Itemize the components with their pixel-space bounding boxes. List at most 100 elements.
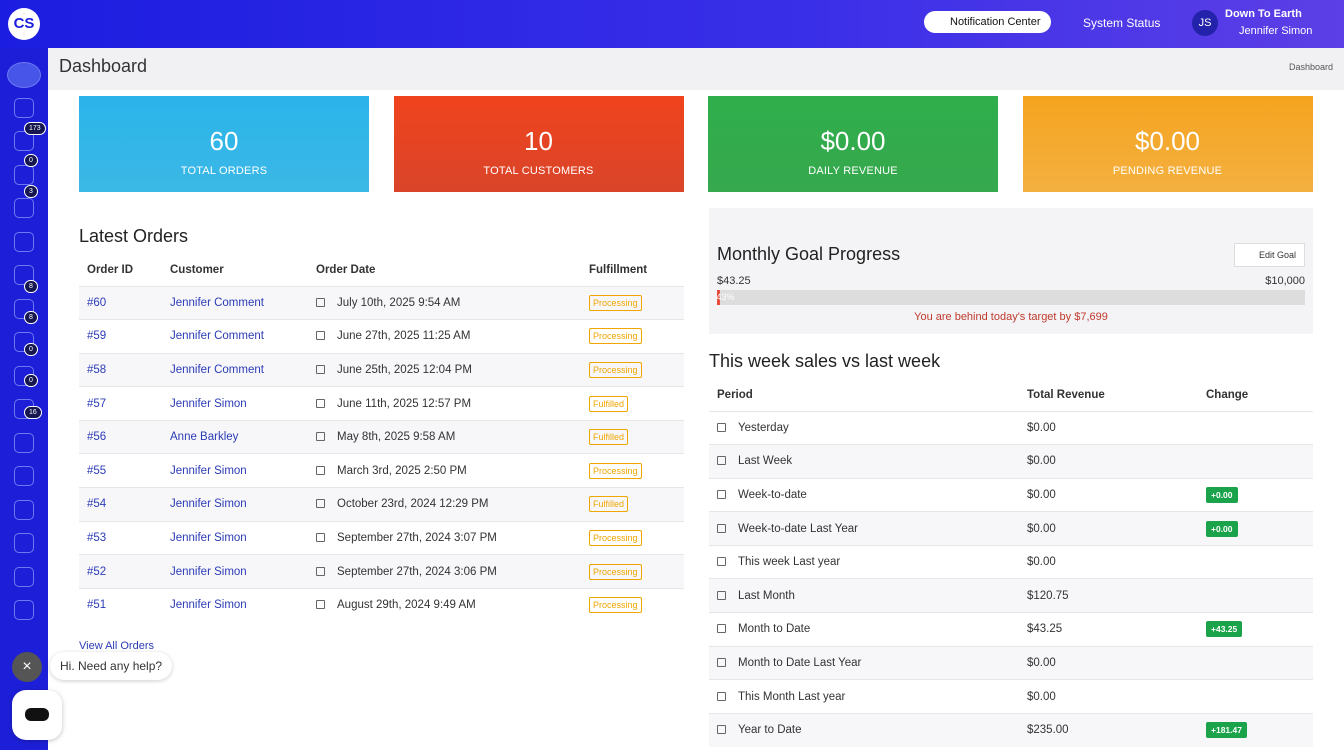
order-link[interactable]: #53 bbox=[87, 531, 107, 544]
cell: October 23rd, 2024 12:29 PM bbox=[316, 487, 581, 522]
cell: Processing bbox=[581, 319, 684, 354]
cell: Last Week bbox=[709, 444, 1019, 479]
stat-label: PENDING REVENUE bbox=[1112, 165, 1223, 177]
logo[interactable]: CS bbox=[8, 8, 40, 40]
revenue: $0.00 bbox=[1027, 421, 1056, 434]
customer-link[interactable]: Jennifer Comment bbox=[170, 330, 264, 343]
chat-button[interactable] bbox=[12, 690, 62, 740]
nav-icon[interactable] bbox=[14, 198, 34, 218]
customer-link[interactable]: Anne Barkley bbox=[170, 431, 239, 444]
cell: September 27th, 2024 3:06 PM bbox=[316, 554, 581, 589]
column-header: Period bbox=[717, 388, 753, 401]
order-link[interactable]: #51 bbox=[87, 599, 107, 612]
cell bbox=[1198, 444, 1313, 479]
revenue: $235.00 bbox=[1027, 724, 1069, 737]
cell: +0.00 bbox=[1198, 477, 1313, 512]
nav-icon[interactable] bbox=[14, 600, 34, 620]
system-status[interactable]: System Status bbox=[1083, 16, 1161, 30]
column-header: Change bbox=[1206, 388, 1249, 401]
customer-link[interactable]: Jennifer Simon bbox=[170, 498, 247, 511]
nav-icon[interactable] bbox=[14, 432, 34, 453]
order-link[interactable]: #60 bbox=[87, 296, 107, 309]
calendar-icon bbox=[717, 691, 726, 701]
calendar-icon bbox=[316, 465, 325, 475]
calendar-icon bbox=[717, 489, 726, 499]
nav-badge: 0 bbox=[24, 374, 38, 387]
nav-icon[interactable] bbox=[14, 164, 34, 185]
order-link[interactable]: #54 bbox=[87, 498, 107, 511]
order-link[interactable]: #56 bbox=[87, 431, 107, 444]
stat-label: DAILY REVENUE bbox=[808, 165, 898, 177]
order-date: October 23rd, 2024 12:29 PM bbox=[337, 498, 489, 511]
avatar[interactable]: JS bbox=[1192, 10, 1218, 36]
user-name: Jennifer Simon bbox=[1239, 25, 1313, 37]
order-row: #53 Jennifer Simon September 27th, 2024 3:… bbox=[79, 520, 684, 555]
nav-badge: 16 bbox=[24, 405, 42, 419]
cell: #54 bbox=[79, 487, 162, 522]
sidebar: 173 0 3 8 8 0 0 16 bbox=[0, 48, 48, 750]
order-row: #58 Jennifer Comment June 25th, 2025 12:04… bbox=[79, 352, 684, 387]
cell bbox=[1198, 578, 1313, 613]
edit-goal[interactable]: Edit Goal bbox=[1233, 243, 1305, 267]
cell: $0.00 bbox=[1019, 511, 1198, 546]
calendar-icon bbox=[717, 456, 726, 466]
nav-icon[interactable] bbox=[14, 533, 34, 553]
order-date: June 27th, 2025 11:25 AM bbox=[337, 330, 471, 343]
change-badge: +43.25 bbox=[1206, 621, 1243, 638]
cell: Processing bbox=[581, 554, 684, 589]
customer-link[interactable]: Jennifer Comment bbox=[170, 296, 264, 309]
customer-link[interactable]: Jennifer Simon bbox=[170, 565, 247, 578]
period: Last Week bbox=[738, 455, 793, 468]
status-badge: Processing bbox=[589, 563, 642, 580]
order-row: #56 Anne Barkley May 8th, 2025 9:58 AM Fulf… bbox=[79, 419, 684, 454]
nav-icon[interactable] bbox=[14, 97, 34, 118]
period: Month to Date Last Year bbox=[738, 656, 862, 669]
nav-icon[interactable] bbox=[14, 566, 34, 587]
cell: June 27th, 2025 11:25 AM bbox=[316, 319, 581, 354]
notification-center[interactable]: Notification Center bbox=[924, 11, 1051, 33]
cell: #59 bbox=[79, 319, 162, 354]
nav-badge: 8 bbox=[24, 311, 38, 324]
cell: Processing bbox=[581, 587, 684, 622]
revenue: $0.00 bbox=[1027, 488, 1056, 501]
order-link[interactable]: #52 bbox=[87, 565, 107, 578]
customer-link[interactable]: Jennifer Simon bbox=[170, 531, 247, 544]
cell: Processing bbox=[581, 453, 684, 488]
cell: $0.00 bbox=[1019, 679, 1198, 714]
customer-link[interactable]: Jennifer Comment bbox=[170, 363, 264, 376]
stat-card: $0.00 DAILY REVENUE bbox=[708, 96, 998, 192]
revenue: $0.00 bbox=[1027, 690, 1056, 703]
cell: $0.00 bbox=[1019, 410, 1198, 445]
breadcrumb[interactable]: Dashboard bbox=[1288, 62, 1333, 72]
goal-panel: Monthly Goal Progress Edit Goal $43.25 $… bbox=[709, 208, 1313, 334]
cell: $235.00 bbox=[1019, 712, 1198, 747]
order-row: #52 Jennifer Simon September 27th, 2024 3:… bbox=[79, 554, 684, 589]
order-link[interactable]: #59 bbox=[87, 330, 107, 343]
column-header: Total Revenue bbox=[1027, 388, 1105, 401]
sales-row: This week Last year $0.00 bbox=[709, 544, 1313, 579]
order-link[interactable]: #57 bbox=[87, 397, 107, 410]
customer-link[interactable]: Jennifer Simon bbox=[170, 599, 247, 612]
order-link[interactable]: #55 bbox=[87, 464, 107, 477]
cell: #56 bbox=[79, 419, 162, 454]
calendar-icon bbox=[316, 364, 325, 374]
view-all-orders[interactable]: View All Orders bbox=[79, 640, 154, 652]
nav-icon[interactable] bbox=[14, 231, 34, 252]
customer-link[interactable]: Jennifer Simon bbox=[170, 397, 247, 410]
status-badge: Fulfilled bbox=[589, 496, 629, 513]
nav-badge: 0 bbox=[24, 153, 38, 167]
order-link[interactable]: #58 bbox=[87, 363, 107, 376]
cell: #60 bbox=[79, 285, 162, 320]
cell: Fulfilled bbox=[581, 386, 684, 421]
cell: Month to Date bbox=[709, 612, 1019, 647]
top-bar: CS Notification Center System Status JS … bbox=[0, 0, 1344, 48]
order-date: March 3rd, 2025 2:50 PM bbox=[337, 464, 467, 477]
nav-icon[interactable] bbox=[14, 466, 34, 486]
stat-value: 10 bbox=[524, 126, 553, 156]
customer-link[interactable]: Jennifer Simon bbox=[170, 464, 247, 477]
period: This week Last year bbox=[738, 556, 841, 569]
nav-icon[interactable] bbox=[14, 499, 34, 520]
status-badge: Processing bbox=[589, 294, 642, 311]
nav-icon[interactable] bbox=[7, 62, 41, 88]
close-chat[interactable]: × bbox=[12, 652, 42, 682]
